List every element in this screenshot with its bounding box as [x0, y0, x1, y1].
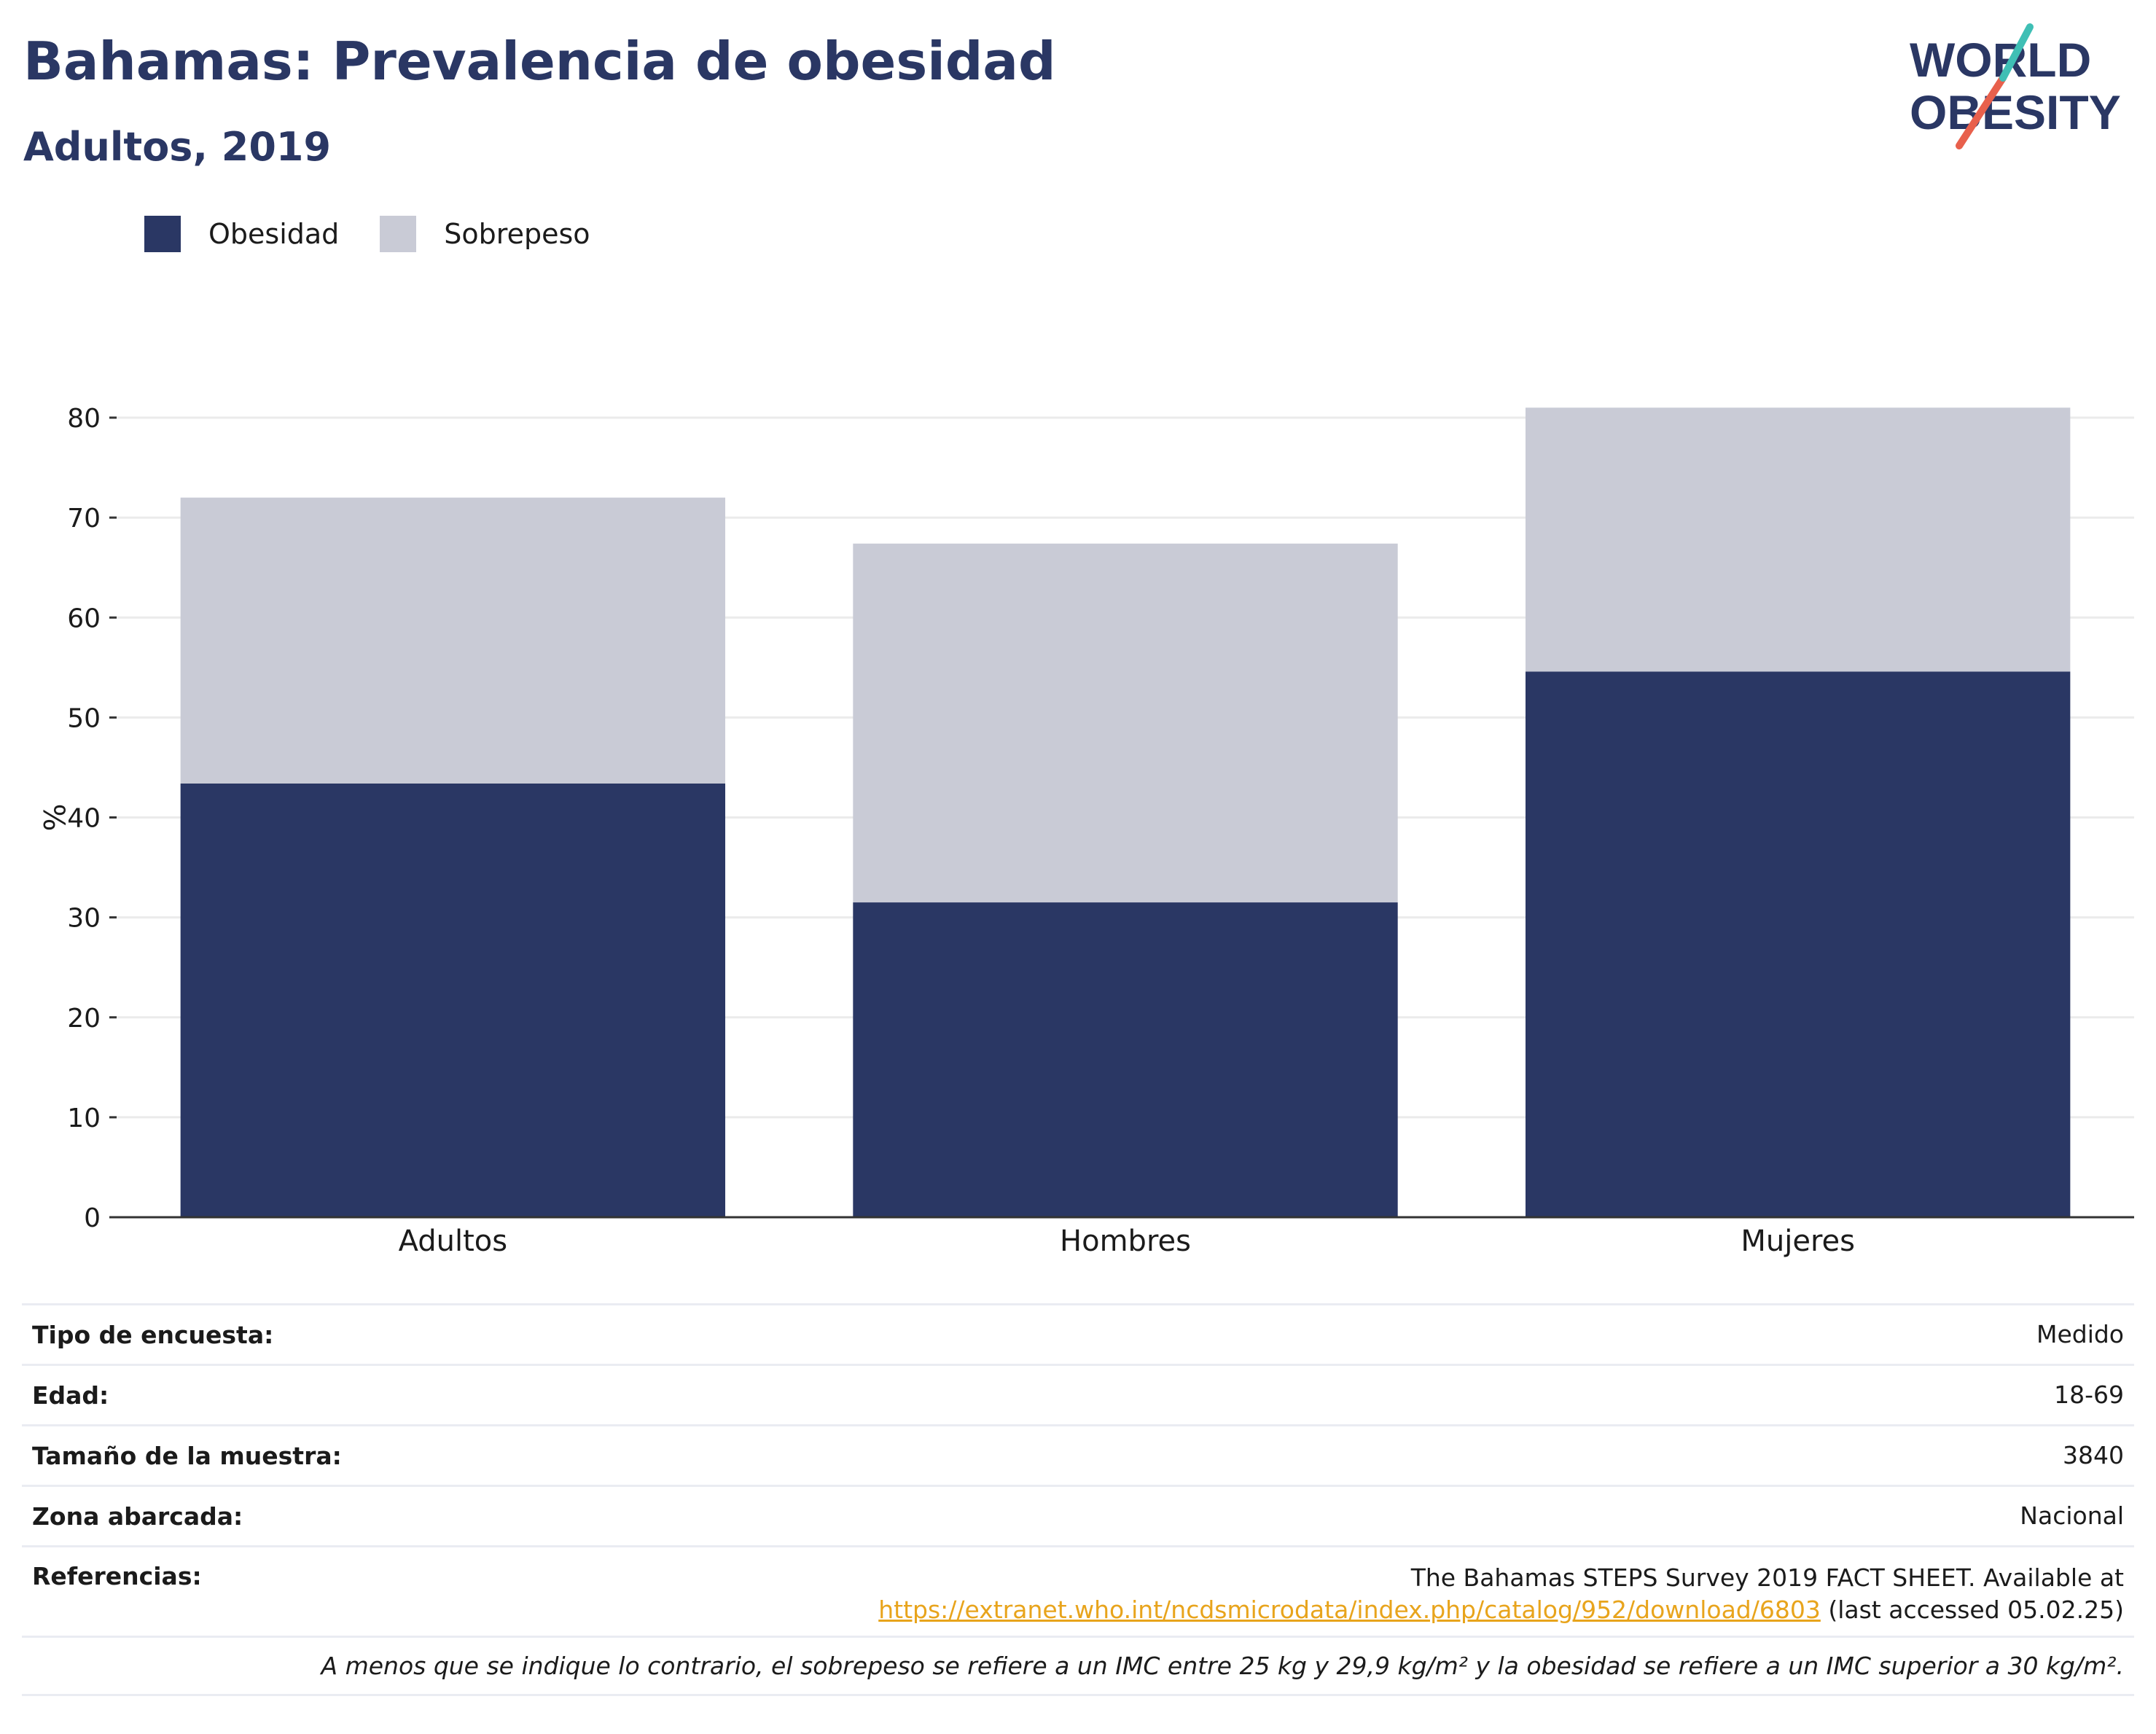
- info-row-references: Referencias: The Bahamas STEPS Survey 20…: [22, 1545, 2134, 1636]
- y-tick-label-30: 30: [67, 904, 101, 934]
- y-tick-label-50: 50: [67, 703, 101, 733]
- info-row-age: Edad: 18-69: [22, 1364, 2134, 1424]
- sample-size-value: 3840: [2063, 1441, 2124, 1469]
- legend-item-sobrepeso[interactable]: Sobrepeso: [380, 216, 590, 252]
- legend-label-sobrepeso: Sobrepeso: [444, 218, 590, 250]
- y-tick-label-20: 20: [67, 1004, 101, 1034]
- area-value: Nacional: [2020, 1501, 2124, 1530]
- y-axis-title: %: [36, 803, 70, 831]
- y-tick-label-0: 0: [84, 1203, 101, 1233]
- bar-sobrepeso-hombres: [853, 543, 1398, 903]
- legend-item-obesidad[interactable]: Obesidad: [144, 216, 339, 252]
- references-suffix: (last accessed 05.02.25): [1820, 1596, 2124, 1624]
- references-text: The Bahamas STEPS Survey 2019 FACT SHEET…: [1410, 1563, 2124, 1592]
- references-value: The Bahamas STEPS Survey 2019 FACT SHEET…: [878, 1562, 2124, 1626]
- page-title: Bahamas: Prevalencia de obesidad: [23, 31, 1056, 92]
- chart-legend: Obesidad Sobrepeso: [144, 216, 631, 252]
- y-tick-label-10: 10: [67, 1104, 101, 1133]
- survey-info-table: Tipo de encuesta: Medido Edad: 18-69 Tam…: [22, 1303, 2134, 1696]
- bar-obesidad-mujeres: [1525, 671, 2071, 1217]
- info-row-survey-type: Tipo de encuesta: Medido: [22, 1303, 2134, 1364]
- logo-slash-teal: [1999, 23, 2034, 82]
- stacked-bar-chart: 0 10 20 30 40 50 60 70 80% Adultos Hombres Mujeres: [36, 404, 2134, 1258]
- x-tick-label-mujeres: Mujeres: [1741, 1225, 1855, 1258]
- bar-sobrepeso-mujeres: [1525, 407, 2071, 672]
- info-row-note: A menos que se indique lo contrario, el …: [22, 1636, 2134, 1696]
- sample-size-label: Tamaño de la muestra:: [32, 1441, 342, 1470]
- legend-label-obesidad: Obesidad: [208, 218, 340, 250]
- bar-obesidad-hombres: [853, 902, 1398, 1217]
- y-tick-label-60: 60: [67, 604, 101, 633]
- page-subtitle: Adultos, 2019: [23, 124, 332, 170]
- legend-swatch-obesidad: [144, 216, 181, 252]
- definition-note: A menos que se indique lo contrario, el …: [321, 1652, 2124, 1680]
- age-value: 18-69: [2054, 1380, 2124, 1409]
- bar-sobrepeso-adultos: [180, 497, 726, 784]
- age-label: Edad:: [32, 1380, 109, 1410]
- logo-line2: OBESITY: [1910, 85, 2121, 139]
- survey-type-value: Medido: [2036, 1320, 2124, 1348]
- x-tick-label-hombres: Hombres: [1060, 1225, 1191, 1258]
- x-tick-label-adultos: Adultos: [399, 1225, 508, 1258]
- survey-type-label: Tipo de encuesta:: [32, 1320, 274, 1349]
- references-link[interactable]: https://extranet.who.int/ncdsmicrodata/i…: [878, 1596, 1821, 1624]
- y-tick-label-70: 70: [67, 504, 101, 534]
- bar-obesidad-adultos: [180, 783, 726, 1217]
- world-obesity-logo: WORLD OBESITY: [1910, 23, 2121, 149]
- logo-slash-coral: [1956, 74, 2007, 149]
- y-tick-label-80: 80: [67, 404, 101, 434]
- y-tick-label-40: 40: [67, 804, 101, 834]
- legend-swatch-sobrepeso: [380, 216, 417, 252]
- info-row-sample-size: Tamaño de la muestra: 3840: [22, 1424, 2134, 1485]
- references-label: Referencias:: [32, 1562, 202, 1590]
- area-label: Zona abarcada:: [32, 1501, 243, 1531]
- info-row-area: Zona abarcada: Nacional: [22, 1485, 2134, 1545]
